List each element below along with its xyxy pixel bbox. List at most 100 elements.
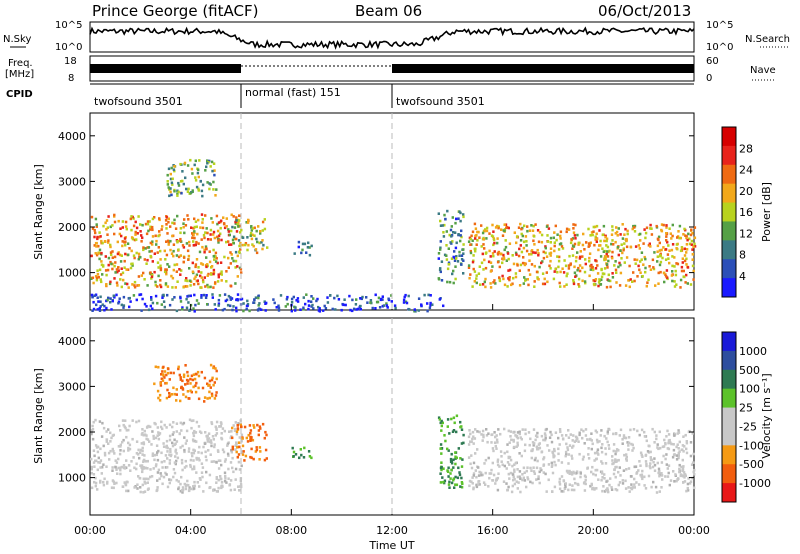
data-cell — [617, 470, 620, 474]
data-cell — [179, 227, 183, 230]
data-cell — [209, 238, 212, 241]
data-cell — [612, 443, 616, 446]
data-cell — [196, 481, 199, 484]
data-cell — [667, 441, 670, 445]
colorbar-tick-label: 4 — [739, 270, 746, 283]
data-cell — [188, 240, 191, 244]
data-cell — [523, 449, 527, 453]
data-cell — [583, 270, 587, 274]
data-cell — [619, 428, 623, 432]
data-cell — [577, 277, 581, 281]
data-cell — [195, 456, 198, 460]
data-cell — [191, 467, 194, 471]
data-cell — [647, 444, 650, 448]
x-tick-label: 12:00 — [376, 524, 408, 537]
data-cell — [593, 279, 597, 283]
data-cell — [194, 372, 198, 376]
data-cell — [650, 227, 653, 230]
data-cell — [483, 247, 486, 250]
data-cell — [600, 275, 604, 279]
data-cell — [91, 424, 94, 428]
data-cell — [121, 244, 124, 248]
data-cell — [682, 474, 685, 477]
data-cell — [476, 430, 479, 433]
data-cell — [634, 245, 638, 248]
data-cell — [574, 481, 577, 485]
data-cell — [176, 240, 179, 243]
data-cell — [251, 233, 254, 237]
data-cell — [394, 306, 397, 310]
data-cell — [513, 463, 516, 466]
data-cell — [195, 258, 199, 261]
data-cell — [317, 305, 320, 309]
data-cell — [660, 228, 663, 232]
data-cell — [452, 458, 455, 462]
data-cell — [532, 224, 535, 228]
data-cell — [685, 273, 688, 277]
data-cell — [133, 285, 137, 289]
data-cell — [206, 382, 209, 386]
data-cell — [230, 243, 233, 246]
data-cell — [595, 468, 599, 472]
data-cell — [166, 180, 169, 183]
data-cell — [600, 429, 603, 432]
data-cell — [514, 434, 517, 437]
data-cell — [472, 435, 475, 438]
data-cell — [426, 302, 429, 305]
data-cell — [470, 454, 473, 457]
data-cell — [374, 307, 377, 310]
colorbar-frame — [721, 126, 737, 298]
data-cell — [605, 237, 609, 241]
data-cell — [179, 254, 182, 257]
data-cell — [189, 294, 192, 298]
data-cell — [662, 246, 665, 249]
data-cell — [240, 450, 244, 453]
data-cell — [565, 434, 568, 437]
data-cell — [584, 281, 587, 285]
data-cell — [552, 236, 555, 240]
data-cell — [318, 307, 321, 310]
data-cell — [164, 219, 168, 222]
data-cell — [659, 270, 662, 274]
data-cell — [143, 278, 146, 281]
data-cell — [656, 237, 660, 241]
data-cell — [166, 263, 169, 266]
data-cell — [160, 377, 163, 381]
data-cell — [592, 230, 595, 233]
data-cell — [417, 297, 421, 300]
data-cell — [236, 223, 239, 226]
data-cell — [571, 439, 574, 442]
data-cell — [580, 428, 583, 431]
data-cell — [136, 284, 139, 287]
data-cell — [142, 433, 145, 437]
data-cell — [181, 387, 184, 390]
data-cell — [510, 283, 513, 287]
data-cell — [179, 446, 182, 449]
data-cell — [528, 273, 532, 276]
data-cell — [630, 483, 633, 486]
data-cell — [531, 449, 534, 453]
data-cell — [239, 423, 242, 426]
data-cell — [678, 450, 681, 453]
data-cell — [567, 264, 571, 267]
data-cell — [477, 480, 481, 483]
data-cell — [456, 476, 460, 480]
data-cell — [183, 482, 186, 486]
data-cell — [494, 482, 497, 485]
data-cell — [186, 382, 189, 385]
data-cell — [192, 459, 195, 462]
data-cell — [254, 248, 258, 251]
data-cell — [166, 466, 169, 469]
data-cell — [94, 293, 98, 297]
data-cell — [608, 483, 611, 487]
data-cell — [176, 456, 180, 460]
data-cell — [196, 171, 200, 175]
data-cell — [452, 416, 456, 420]
data-cell — [171, 425, 174, 429]
data-cell — [480, 245, 483, 248]
data-cell — [167, 243, 170, 246]
data-cell — [246, 221, 250, 224]
data-cell — [606, 487, 609, 490]
data-cell — [475, 274, 478, 277]
